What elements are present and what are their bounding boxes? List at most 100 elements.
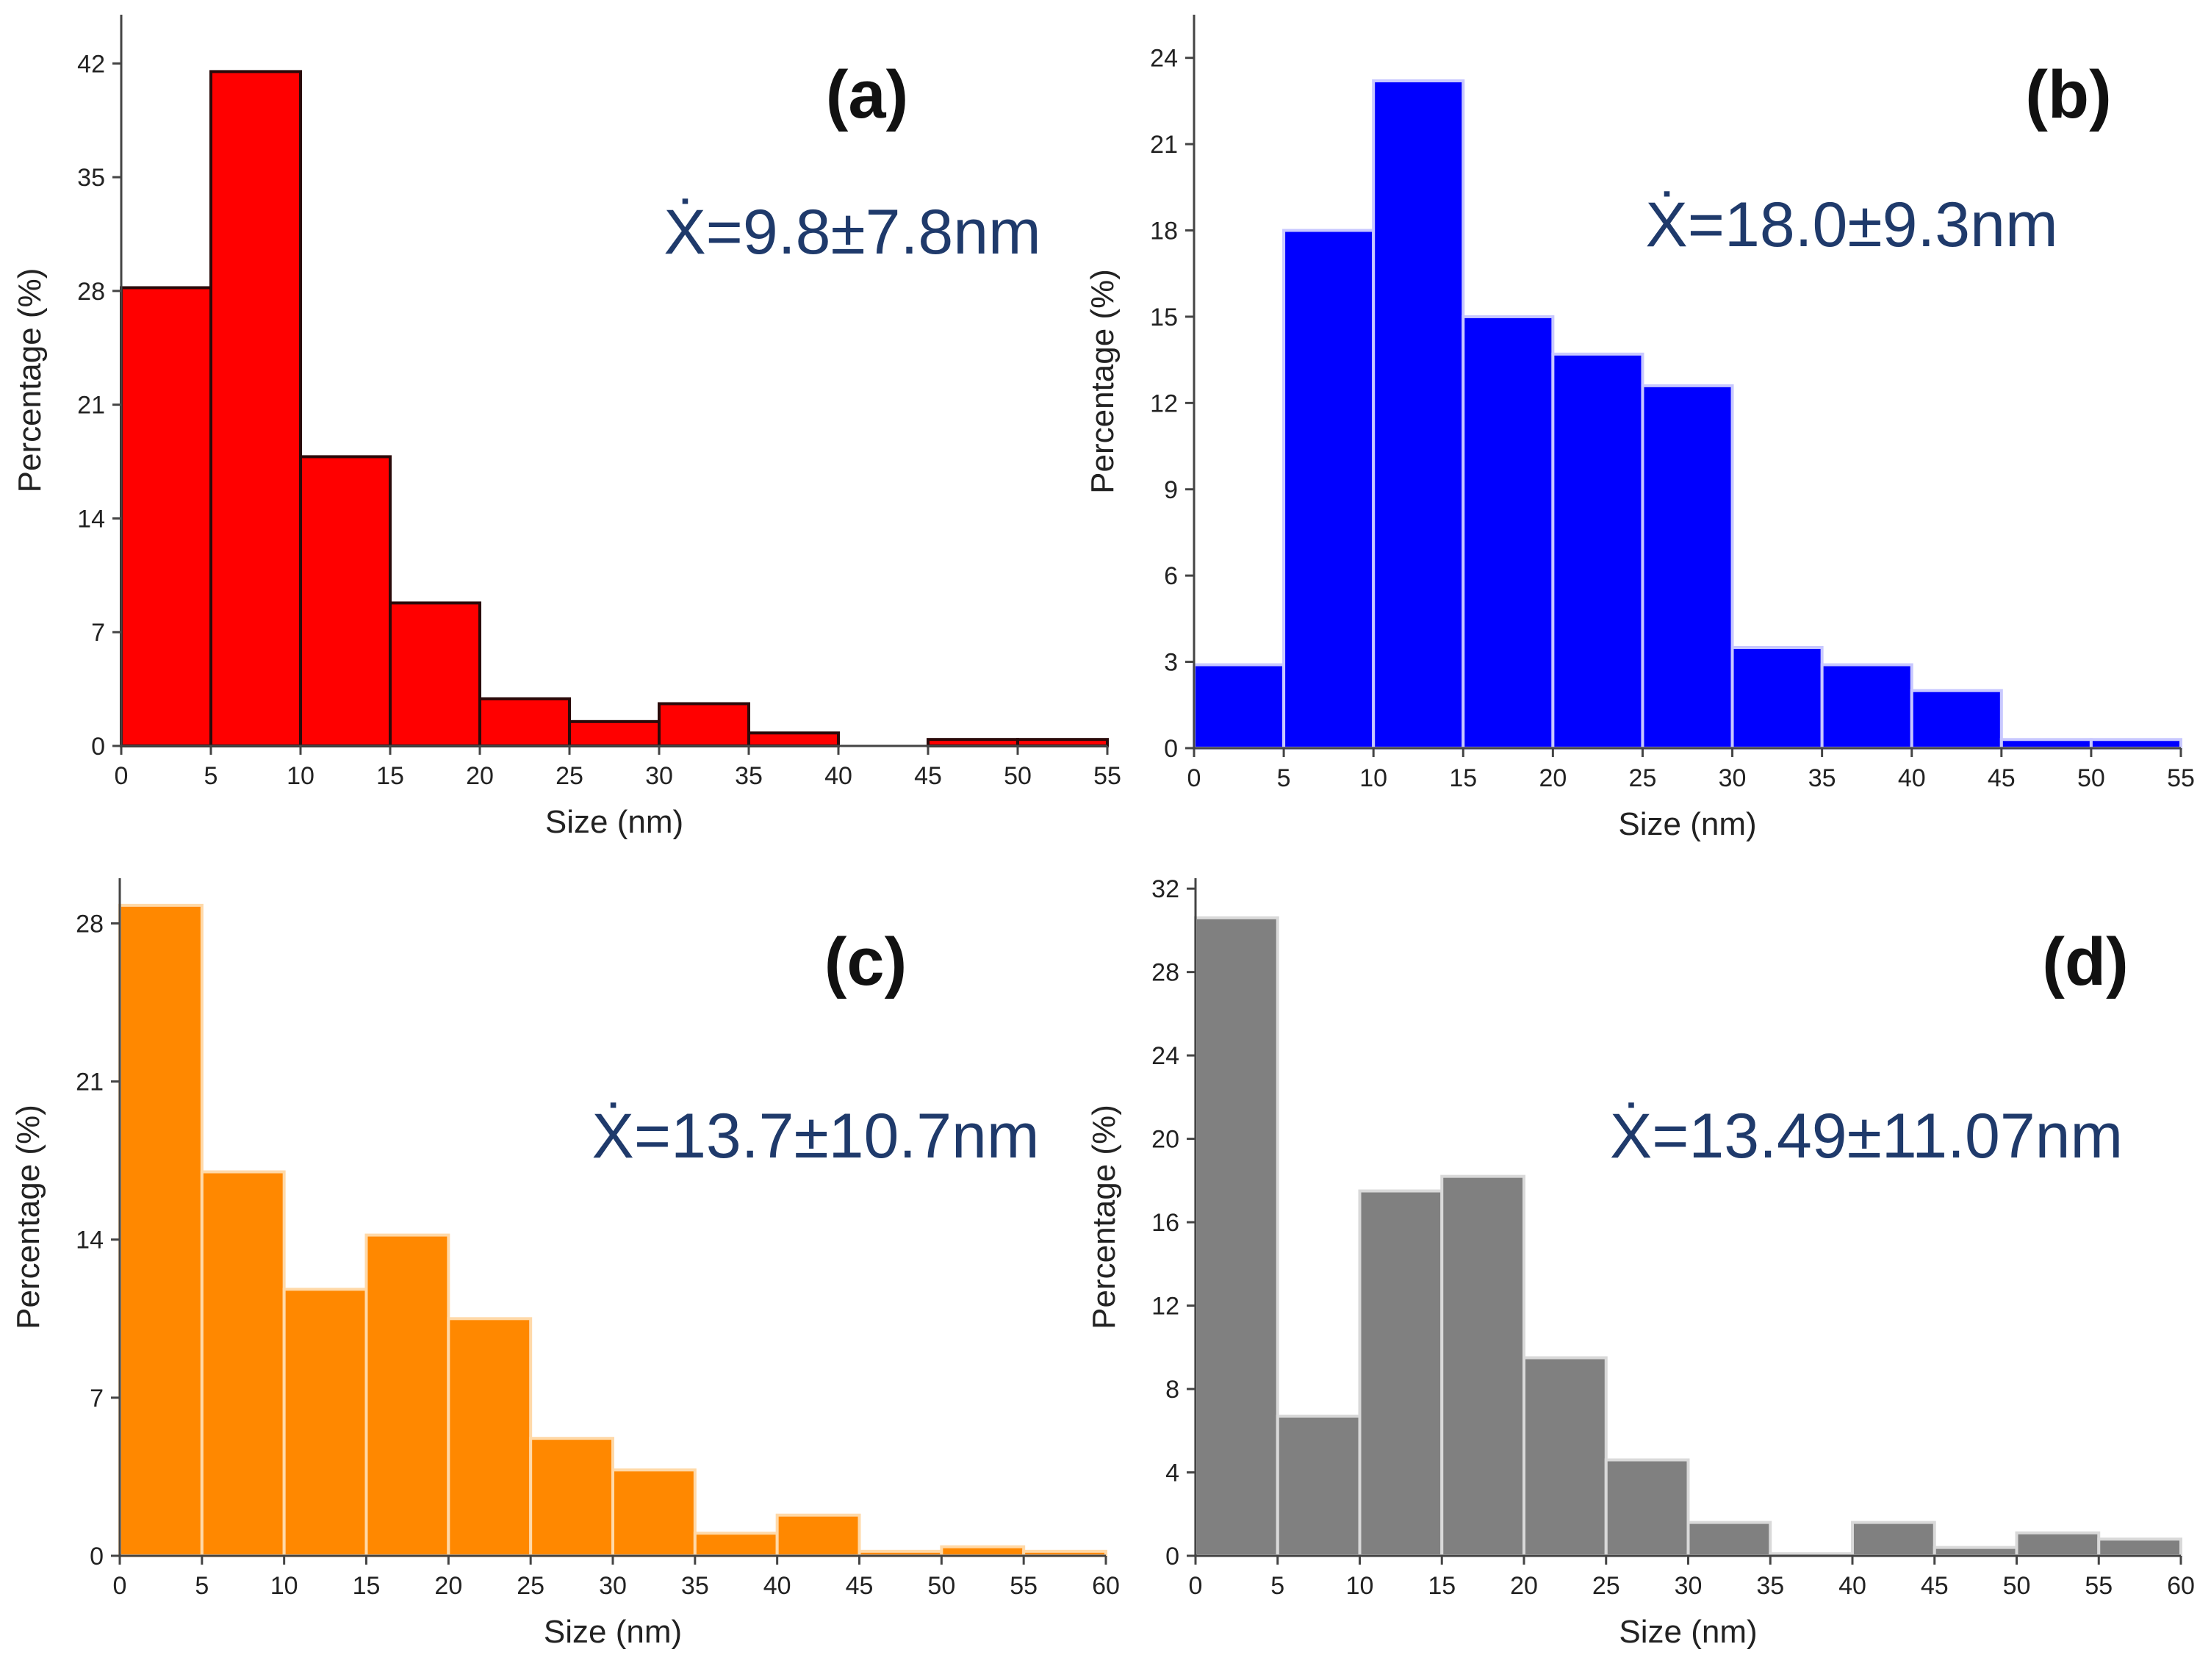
panel-d-x-tick-label-10: 50 — [2003, 1572, 2031, 1600]
panel-a-y-tick-label-2: 14 — [77, 505, 105, 533]
panel-c-x-tick-label-10: 50 — [927, 1572, 955, 1600]
panel-a-bar-3 — [389, 601, 481, 748]
panel-a-x-ticks: 0 5 10 15 20 25 30 35 40 45 50 55 — [115, 746, 1121, 790]
panel-d-y-tick-label-1: 4 — [1165, 1460, 1179, 1487]
panel-c-y-axis-label: Percentage (%) — [10, 1105, 46, 1329]
panel-a-x-axis-label: Size (nm) — [545, 804, 683, 840]
panel-b-bar-4 — [1551, 352, 1644, 750]
panel-b-bar-10 — [2089, 738, 2183, 750]
panel-d-x-tick-label-0: 0 — [1189, 1572, 1203, 1600]
panel-c: 0 5 10 15 20 25 30 35 40 45 50 55 60 0 7 14 21 28 Size (… — [10, 878, 1120, 1650]
panel-d-label: (d) — [2042, 925, 2128, 999]
panel-c-x-tick-label-4: 20 — [434, 1572, 462, 1600]
panel-b-x-tick-label-5: 25 — [1629, 764, 1657, 792]
panel-b-bar-3 — [1462, 315, 1555, 750]
panel-c-y-tick-label-1: 7 — [90, 1385, 104, 1412]
panel-b-bars — [1193, 79, 2183, 750]
panel-d-x-tick-label-2: 10 — [1346, 1572, 1374, 1600]
panel-d-bars — [1194, 916, 2182, 1558]
panel-c-bar-8 — [775, 1513, 861, 1557]
panel-a-y-tick-label-1: 7 — [91, 619, 105, 647]
panel-b-y-tick-label-8: 24 — [1150, 45, 1178, 73]
panel-c-x-tick-label-6: 30 — [599, 1572, 627, 1600]
panel-d-x-tick-label-11: 55 — [2085, 1572, 2113, 1600]
panel-c-bar-3 — [364, 1233, 450, 1557]
panel-b-x-tick-label-8: 40 — [1898, 764, 1926, 792]
panel-c-x-tick-label-7: 35 — [681, 1572, 709, 1600]
panel-b-x-tick-label-11: 55 — [2167, 764, 2195, 792]
panel-a-mean-size: Ẋ=9.8±7.8nm — [664, 197, 1040, 268]
panel-d-x-ticks: 0 5 10 15 20 25 30 35 40 45 50 55 60 — [1189, 1556, 2195, 1600]
panel-c-x-tick-label-2: 10 — [270, 1572, 298, 1600]
panel-a-label: (a) — [826, 57, 908, 132]
panel-a-x-tick-label-3: 15 — [376, 762, 404, 790]
panel-d-x-tick-label-12: 60 — [2167, 1572, 2195, 1600]
panel-c-x-tick-label-11: 55 — [1010, 1572, 1038, 1600]
panel-a-y-axis-label: Percentage (%) — [12, 268, 48, 493]
panel-a-y-tick-label-5: 35 — [77, 164, 105, 192]
panel-c-y-tick-label-0: 0 — [90, 1543, 104, 1570]
panel-c-bar-10 — [940, 1545, 1026, 1558]
panel-b-x-tick-label-10: 50 — [2077, 764, 2105, 792]
panel-a-bar-7 — [747, 731, 840, 747]
panel-b-x-tick-label-1: 5 — [1277, 764, 1291, 792]
panel-c-bar-4 — [447, 1317, 533, 1558]
panel-b-bar-2 — [1372, 79, 1465, 750]
panel-d-bar-2 — [1358, 1189, 1444, 1557]
panel-a-x-tick-label-6: 30 — [645, 762, 673, 790]
panel-b-y-tick-label-5: 15 — [1150, 304, 1178, 331]
panel-d-y-tick-label-6: 24 — [1151, 1042, 1179, 1070]
panel-a-x-tick-label-7: 35 — [735, 762, 763, 790]
panel-c-y-tick-label-4: 28 — [76, 910, 104, 938]
panel-c-y-tick-label-2: 14 — [76, 1227, 104, 1254]
panel-a-bars — [120, 70, 1109, 748]
panel-a-y-tick-label-6: 42 — [77, 50, 105, 78]
panel-d-bar-6 — [1686, 1521, 1772, 1557]
panel-d-x-tick-label-4: 20 — [1510, 1572, 1538, 1600]
panel-b-x-tick-label-0: 0 — [1187, 764, 1201, 792]
panel-d-bar-11 — [2097, 1537, 2182, 1558]
panel-d-y-tick-label-0: 0 — [1165, 1543, 1179, 1570]
panel-d-y-tick-label-5: 20 — [1151, 1126, 1179, 1154]
panel-b-x-axis-label: Size (nm) — [1618, 806, 1756, 842]
panel-d-y-tick-label-4: 16 — [1151, 1209, 1179, 1237]
panel-d-bar-1 — [1276, 1414, 1362, 1557]
panel-a-y-ticks: 0 7 14 21 28 35 42 — [77, 50, 121, 761]
panel-d-bar-5 — [1604, 1458, 1690, 1558]
panel-c-x-tick-label-3: 15 — [353, 1572, 381, 1600]
panel-d-y-tick-label-3: 12 — [1151, 1293, 1179, 1321]
panel-c-bar-6 — [611, 1468, 697, 1558]
panel-d-y-axis-label: Percentage (%) — [1086, 1105, 1122, 1329]
panel-a-x-tick-label-0: 0 — [115, 762, 129, 790]
panel-d-bar-4 — [1522, 1356, 1608, 1557]
panel-b-x-tick-label-9: 45 — [1988, 764, 2016, 792]
panel-b-y-tick-label-4: 12 — [1150, 390, 1178, 417]
panel-c-x-tick-label-12: 60 — [1092, 1572, 1120, 1600]
panel-d-x-axis-label: Size (nm) — [1619, 1614, 1757, 1650]
panel-c-bar-2 — [282, 1288, 368, 1557]
panel-d-y-tick-label-8: 32 — [1151, 875, 1179, 903]
panel-c-x-tick-label-1: 5 — [195, 1572, 209, 1600]
panel-a-x-tick-label-1: 5 — [204, 762, 218, 790]
panel-b-x-tick-label-4: 20 — [1539, 764, 1567, 792]
panel-c-bar-0 — [118, 903, 204, 1557]
panel-a-bar-4 — [478, 697, 571, 748]
panel-d-y-tick-label-2: 8 — [1165, 1376, 1179, 1404]
panel-b-y-tick-label-6: 18 — [1150, 218, 1178, 245]
panel-c-bar-7 — [693, 1532, 779, 1557]
panel-d-bar-0 — [1194, 916, 1279, 1557]
panel-d-y-ticks: 0 4 8 12 16 20 24 28 32 — [1151, 875, 1196, 1570]
panel-b-y-tick-label-7: 21 — [1150, 131, 1178, 159]
panel-b-y-tick-label-1: 3 — [1164, 649, 1178, 677]
panel-b-bar-8 — [1910, 689, 2003, 750]
panel-b-y-ticks: 0 3 6 9 12 15 18 21 24 — [1150, 45, 1194, 763]
panel-d: 0 5 10 15 20 25 30 35 40 45 50 55 60 0 4 8 12 16 20 24 28 32… — [1086, 875, 2195, 1650]
panel-d-mean-size: Ẋ=13.49±11.07nm — [1610, 1101, 2123, 1171]
panel-c-bar-1 — [200, 1170, 286, 1557]
panel-b-bar-5 — [1641, 384, 1734, 750]
panel-a-x-tick-label-5: 25 — [556, 762, 583, 790]
panel-c-mean-size: Ẋ=13.7±10.7nm — [592, 1101, 1039, 1171]
panel-c-x-axis-label: Size (nm) — [544, 1614, 682, 1650]
panel-c-x-tick-label-8: 40 — [763, 1572, 791, 1600]
